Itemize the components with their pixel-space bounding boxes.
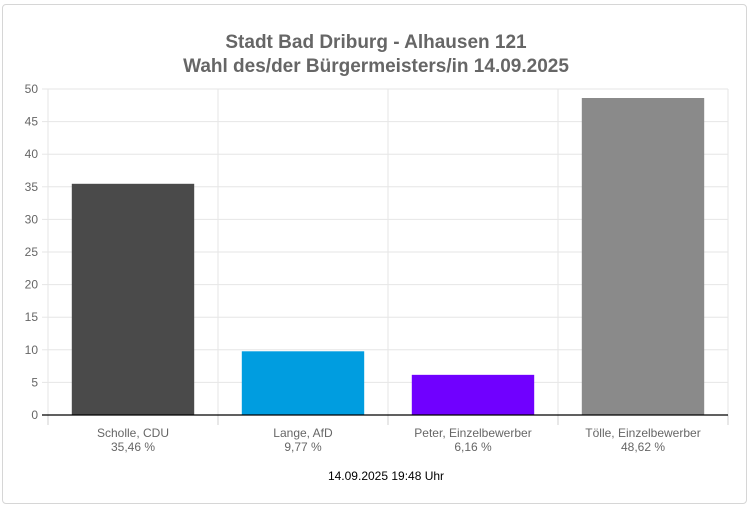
y-tick-label: 35 xyxy=(25,180,39,194)
y-tick-label: 20 xyxy=(25,278,39,292)
y-tick-label: 25 xyxy=(25,245,39,259)
y-tick-label: 40 xyxy=(25,147,39,161)
category-label: Tölle, Einzelbewerber xyxy=(585,426,700,440)
bar-2 xyxy=(241,351,365,415)
category-label: Peter, Einzelbewerber xyxy=(414,426,531,440)
y-tick-label: 30 xyxy=(25,212,39,226)
value-label: 35,46 % xyxy=(111,440,155,454)
bar-3 xyxy=(411,374,535,415)
chart-title-line1: Stadt Bad Driburg - Alhausen 121 xyxy=(225,32,527,53)
y-tick-label: 5 xyxy=(31,375,38,389)
y-tick-label: 10 xyxy=(25,343,39,357)
footer-timestamp: 14.09.2025 19:48 Uhr xyxy=(327,469,445,483)
category-label: Scholle, CDU xyxy=(97,426,169,440)
bar-1 xyxy=(71,183,195,415)
y-tick-label: 0 xyxy=(31,408,38,422)
value-label: 6,16 % xyxy=(454,440,492,454)
chart-title-line2: Wahl des/der Bürgermeisters/in 14.09.202… xyxy=(183,56,569,77)
value-label: 9,77 % xyxy=(284,440,322,454)
bar-4 xyxy=(581,97,705,416)
y-tick-label: 50 xyxy=(25,82,39,96)
y-tick-label: 45 xyxy=(25,115,39,129)
y-tick-label: 15 xyxy=(25,310,39,324)
value-label: 48,62 % xyxy=(621,440,665,454)
category-label: Lange, AfD xyxy=(273,426,333,440)
